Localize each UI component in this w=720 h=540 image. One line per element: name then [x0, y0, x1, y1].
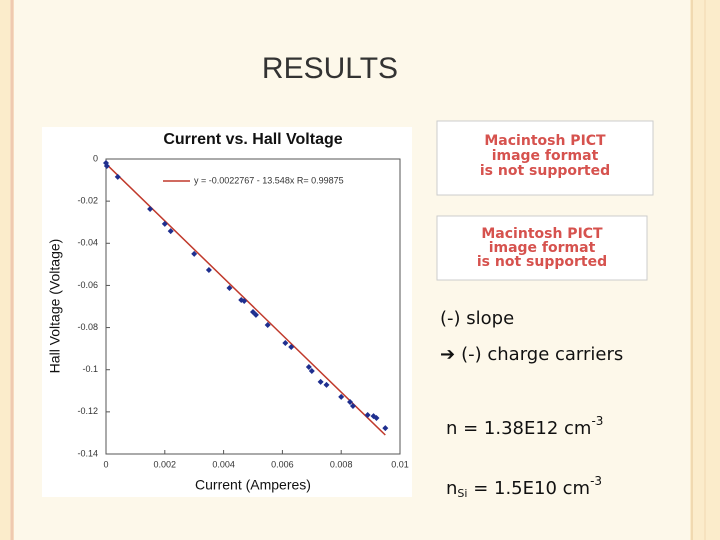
chart: Current vs. Hall Voltage Current (Ampere…: [47, 131, 409, 492]
fit-annotation: y = -0.0022767 - 13.548x R= 0.99875: [194, 175, 344, 185]
y-tick-label: 0: [93, 153, 98, 163]
chart-title: Current vs. Hall Voltage: [163, 131, 342, 148]
point: [382, 425, 389, 432]
placeholder-text: is not supported: [480, 163, 610, 179]
point: [349, 402, 356, 409]
point: [264, 322, 271, 329]
note-text: n: [446, 478, 457, 499]
point: [282, 339, 289, 346]
placeholder-text: image format: [492, 148, 599, 164]
point: [288, 343, 295, 350]
point: [241, 298, 248, 305]
note-text: (-) slope: [440, 308, 514, 329]
point: [323, 381, 330, 388]
placeholder-text: is not supported: [477, 254, 607, 270]
slide-title: RESULTS: [262, 52, 398, 85]
placeholder-text: image format: [489, 240, 596, 256]
point: [317, 378, 324, 385]
image-placeholder: [436, 120, 654, 196]
x-tick-label: 0.002: [154, 459, 177, 469]
x-axis-label: Current (Amperes): [195, 477, 311, 493]
y-axis-label: Hall Voltage (Voltage): [47, 239, 63, 374]
note-text: = 1.5E10 cm: [467, 478, 590, 499]
point: [191, 250, 198, 257]
point: [338, 393, 345, 400]
placeholder-text: Macintosh PICT: [481, 226, 603, 242]
subscript: Si: [457, 487, 467, 500]
point: [226, 284, 233, 291]
point: [147, 205, 154, 212]
note-text: n = 1.38E12 cm-3: [446, 414, 603, 440]
note-text: (-) charge carriers: [461, 344, 623, 365]
x-tick-label: 0.004: [212, 459, 235, 469]
note-text: ➔ (-) charge carriers: [440, 344, 623, 365]
y-tick-label: -0.12: [77, 406, 98, 416]
image-placeholder: [436, 215, 648, 281]
point: [252, 311, 259, 318]
point: [205, 267, 212, 274]
x-tick-label: 0.01: [391, 459, 409, 469]
note-text: n = 1.38E12 cm: [446, 418, 591, 439]
plot-border: [105, 158, 401, 455]
point: [161, 220, 168, 227]
y-tick-label: -0.08: [77, 322, 98, 332]
y-tick-label: -0.04: [77, 238, 98, 248]
point: [347, 398, 354, 405]
arrow: ➔: [440, 344, 455, 365]
point: [305, 363, 312, 370]
y-tick-label: -0.02: [77, 196, 98, 206]
x-tick-label: 0.008: [330, 459, 353, 469]
point: [308, 367, 315, 374]
x-tick-label: 0.006: [271, 459, 294, 469]
chart-frame: [42, 127, 412, 497]
y-tick-label: -0.1: [82, 364, 98, 374]
point: [103, 162, 110, 169]
x-tick-label: 0: [103, 459, 108, 469]
point: [364, 412, 371, 419]
point: [373, 414, 380, 421]
superscript: -3: [591, 414, 603, 428]
point: [114, 173, 121, 180]
note-text: nSi = 1.5E10 cm-3: [446, 474, 602, 501]
y-tick-label: -0.06: [77, 280, 98, 290]
y-tick-label: -0.14: [77, 448, 98, 458]
point: [167, 228, 174, 235]
superscript: -3: [590, 474, 602, 488]
placeholder-text: Macintosh PICT: [484, 133, 606, 149]
